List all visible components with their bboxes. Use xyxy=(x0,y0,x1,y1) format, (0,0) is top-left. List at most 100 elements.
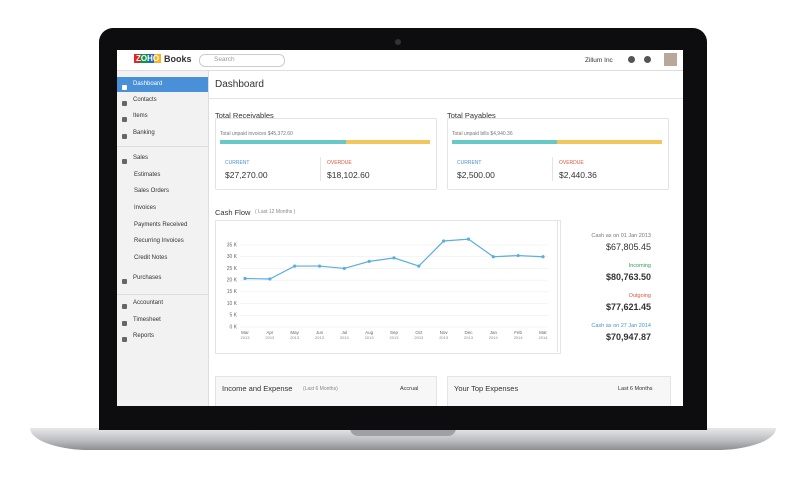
panel-title: Your Top Expenses xyxy=(454,384,519,393)
sidebar-item: Timesheet xyxy=(133,317,161,323)
overdue-label: OVERDUE xyxy=(327,160,352,166)
sidebar-item: Estimates xyxy=(134,172,161,178)
sidebar-item: Dashboard xyxy=(133,81,163,87)
data-point xyxy=(516,253,520,258)
x-tick-label: Jun xyxy=(316,330,324,335)
bar-overdue xyxy=(346,140,430,144)
summary-value: $70,947.87 xyxy=(605,332,651,342)
y-tick-label: 10 K xyxy=(227,301,238,307)
laptop-notch xyxy=(350,428,456,436)
x-tick-label: Sep xyxy=(390,330,399,335)
x-tick-label: Feb xyxy=(514,330,522,335)
sidebar-divider xyxy=(117,146,208,147)
x-tick-year: 2013 xyxy=(241,335,251,340)
summary-divider xyxy=(557,220,558,352)
sidebar-active xyxy=(117,77,208,92)
x-tick-year: 2013 xyxy=(390,335,400,340)
summary-label: Cash as on 01 Jan 2013 xyxy=(591,233,651,239)
x-tick-label: Oct xyxy=(415,330,423,335)
y-tick-label: 30 K xyxy=(227,254,238,260)
logo: ZOHO xyxy=(134,54,162,63)
settings-icon xyxy=(628,56,635,63)
panel-subtitle: (Last 6 Months) xyxy=(303,386,338,392)
section-subtitle: ( Last 12 Months ) xyxy=(255,209,296,215)
summary-label: Outgoing xyxy=(628,293,651,299)
page-title: Dashboard xyxy=(215,79,264,90)
sidebar-icon xyxy=(122,159,127,164)
sidebar-icon xyxy=(122,134,127,139)
sidebar-icon xyxy=(122,337,127,342)
card-subtitle: Total unpaid invoices $45,372.60 xyxy=(220,131,293,137)
sidebar-icon xyxy=(122,279,127,284)
card-divider xyxy=(320,157,321,181)
sidebar-divider xyxy=(117,294,208,295)
title-bar xyxy=(209,71,683,99)
card-title: Total Payables xyxy=(447,111,496,120)
x-tick-label: May xyxy=(290,330,299,335)
section-title: Cash Flow xyxy=(215,208,251,217)
top-bar xyxy=(117,50,683,71)
sidebar-item: Contacts xyxy=(133,97,157,103)
sidebar-item: Sales xyxy=(133,155,149,161)
sidebar-icon xyxy=(122,85,127,90)
organization: Zillum Inc xyxy=(585,57,613,64)
current-amount: $27,270.00 xyxy=(225,170,268,180)
x-tick-label: Jan xyxy=(490,330,498,335)
current-amount: $2,500.00 xyxy=(457,170,495,180)
data-point xyxy=(442,239,446,243)
camera xyxy=(395,39,401,45)
sidebar-item: Credit Notes xyxy=(134,255,168,261)
summary-label: Incoming xyxy=(628,263,651,269)
y-tick-label: 35 K xyxy=(227,242,238,248)
card xyxy=(215,118,437,190)
x-tick-label: Apr xyxy=(266,330,274,335)
sidebar xyxy=(117,71,209,406)
data-point xyxy=(243,276,247,281)
sidebar-icon xyxy=(122,117,127,122)
x-tick-year: 2013 xyxy=(340,335,350,340)
y-tick-label: 15 K xyxy=(227,289,238,295)
sidebar-icon xyxy=(122,304,127,309)
overdue-label: OVERDUE xyxy=(559,160,584,166)
bar-current xyxy=(220,140,346,144)
data-point xyxy=(541,255,545,259)
summary-value: $67,805.45 xyxy=(605,242,651,252)
y-tick-label: 5 K xyxy=(229,313,237,319)
bar-overdue xyxy=(557,140,662,144)
sidebar-item: Payments Received xyxy=(134,222,188,228)
card xyxy=(447,118,669,190)
summary-value: $80,763.50 xyxy=(605,272,651,282)
x-tick-year: 2014 xyxy=(489,335,499,340)
sidebar-item: Invoices xyxy=(134,205,157,211)
cash-flow-chart: 0 K5 K10 K15 K20 K25 K30 K35 KMar2013Apr… xyxy=(227,237,549,340)
data-point xyxy=(491,255,495,259)
x-tick-label: Mar xyxy=(241,330,249,335)
x-tick-label: Dec xyxy=(464,330,473,335)
sidebar-item: Reports xyxy=(133,333,155,339)
search-box[interactable] xyxy=(199,54,285,67)
x-tick-label: Jul xyxy=(341,330,347,335)
x-tick-year: 2014 xyxy=(514,335,524,340)
data-point xyxy=(417,264,421,268)
card-subtitle: Total unpaid bills $4,940.36 xyxy=(452,131,513,137)
chart-card xyxy=(215,220,561,354)
x-tick-year: 2013 xyxy=(290,335,300,340)
bar-current xyxy=(452,140,557,144)
sidebar-item: Banking xyxy=(133,130,155,136)
avatar xyxy=(664,53,677,66)
sidebar-icon xyxy=(122,321,127,326)
data-point xyxy=(466,237,471,241)
card-title: Total Receivables xyxy=(215,111,274,120)
current-label: CURRENT xyxy=(457,160,482,166)
data-point xyxy=(367,259,371,263)
x-tick-year: 2013 xyxy=(464,335,474,340)
x-tick-year: 2014 xyxy=(539,335,549,340)
current-label: CURRENT xyxy=(225,160,250,166)
search-placeholder: Search xyxy=(214,56,235,63)
data-point xyxy=(268,277,272,281)
basis-dropdown: Accrual xyxy=(400,386,419,392)
summary-label: Cash as on 27 Jan 2014 xyxy=(591,323,651,329)
product-name: Books xyxy=(164,54,192,64)
y-tick-label: 0 K xyxy=(229,324,237,330)
summary-value: $77,621.45 xyxy=(605,302,651,312)
